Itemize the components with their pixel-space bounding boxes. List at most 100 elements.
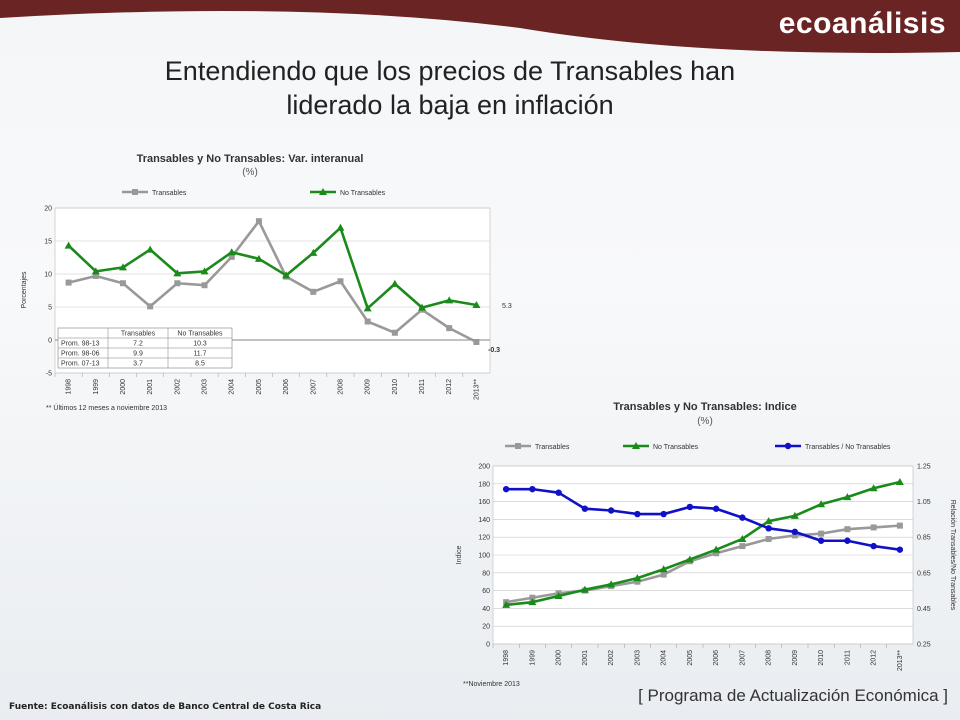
series-point-transables-no-transables bbox=[870, 542, 877, 550]
series-point-transables-no-transables bbox=[844, 537, 851, 544]
chart-indice: Transables y No Transables: Indice (%) T… bbox=[456, 401, 956, 688]
chart2-note: **Noviembre 2013 bbox=[463, 681, 520, 688]
y-tick-label: 5 bbox=[48, 305, 52, 312]
x-tick-label: 2002 bbox=[174, 379, 181, 395]
program-label: [ Programa de Actualización Económica ] bbox=[638, 686, 948, 705]
chart2-y-tick-labels: 0 20 40 60 80 100 120 140 160 180 200 bbox=[478, 464, 490, 649]
y-tick-label: 20 bbox=[44, 206, 52, 213]
banner-shape bbox=[0, 0, 960, 53]
chart2-y-axis-label: Indice bbox=[456, 546, 463, 565]
series-point-transables bbox=[844, 526, 851, 533]
series-point-no-transables bbox=[445, 296, 454, 304]
x-tick-label: 2003 bbox=[202, 379, 209, 395]
series-point-no-transables bbox=[418, 303, 427, 311]
series-point-no-transables bbox=[712, 545, 721, 553]
series-point-no-transables bbox=[227, 248, 236, 256]
table-cell-text: 3.7 bbox=[133, 361, 143, 368]
table-cell-text: 8.5 bbox=[195, 361, 205, 368]
series-point-transables-no-transables bbox=[896, 546, 904, 553]
series-point-transables bbox=[174, 280, 181, 287]
chart2-legend: Transables No Transables Transables / No T… bbox=[505, 442, 891, 451]
x-tick-label: 1999 bbox=[93, 379, 100, 395]
chart2-y2-tick-labels: 0.25 0.45 0.65 0.85 1.05 1.25 bbox=[917, 464, 931, 649]
series-point-no-transables bbox=[607, 580, 616, 588]
x-tick-label: 1998 bbox=[503, 650, 510, 666]
series-point-transables-no-transables bbox=[607, 507, 615, 514]
y-tick-label: 180 bbox=[478, 481, 490, 488]
x-tick-label: 1998 bbox=[66, 379, 73, 395]
series-point-no-transables bbox=[895, 478, 904, 486]
x-tick-label: 2011 bbox=[844, 650, 851, 665]
series-point-transables-no-transables bbox=[581, 505, 589, 512]
series-point-no-transables bbox=[502, 600, 511, 608]
table-cell-text: 11.7 bbox=[193, 351, 206, 358]
series-point-no-transables bbox=[659, 565, 668, 573]
series-point-transables bbox=[119, 280, 126, 287]
x-tick-label: 2005 bbox=[687, 650, 694, 666]
series-point-transables bbox=[65, 279, 72, 286]
series-point-transables bbox=[818, 530, 825, 537]
y-tick-label: 140 bbox=[478, 517, 490, 524]
x-tick-label: 2009 bbox=[792, 650, 799, 666]
x-tick-label: 1999 bbox=[529, 650, 536, 666]
series-point-no-transables bbox=[633, 574, 642, 582]
series-point-transables bbox=[870, 524, 877, 531]
series-point-no-transables bbox=[528, 598, 537, 606]
x-tick-label: 2001 bbox=[582, 650, 589, 666]
slide-title-line1: Entendiendo que los precios de Transable… bbox=[164, 56, 736, 86]
series-point-transables bbox=[713, 550, 720, 557]
x-tick-label: 2002 bbox=[608, 650, 615, 666]
x-tick-label: 2006 bbox=[713, 650, 720, 666]
series-point-no-transables bbox=[64, 241, 73, 249]
table-cell-text: Prom. 07-13 bbox=[61, 361, 100, 368]
x-tick-label: 2006 bbox=[283, 379, 290, 395]
chart1-legend: Transables No Transables bbox=[122, 188, 386, 197]
x-tick-label: 2010 bbox=[818, 650, 825, 666]
table-cell-text: 10.3 bbox=[193, 341, 207, 348]
chart1-x-tick-labels: 1998 1999 2000 2001 2002 2003 2004 2005 2006 2007… bbox=[66, 379, 481, 400]
x-tick-label: 2012 bbox=[871, 650, 878, 666]
series-point-transables-no-transables bbox=[686, 503, 694, 511]
series-point-transables-no-transables bbox=[712, 505, 720, 512]
table-cell bbox=[167, 357, 233, 369]
source-note: Fuente: Ecoanálisis con datos de Banco C… bbox=[9, 702, 322, 712]
table-header-text: Transables bbox=[121, 331, 156, 338]
series-point-no-transables bbox=[790, 511, 799, 519]
x-tick-label: 2010 bbox=[392, 379, 399, 395]
series-point-transables-no-transables bbox=[529, 485, 536, 493]
series-point-transables-no-transables bbox=[791, 528, 799, 536]
x-tick-label: 2007 bbox=[739, 650, 746, 666]
series-point-no-transables bbox=[869, 484, 878, 492]
legend-label-transables: Transables bbox=[535, 444, 570, 451]
x-tick-label: 2013** bbox=[473, 379, 480, 400]
series-point-transables bbox=[660, 571, 667, 578]
chart2-series bbox=[502, 478, 904, 608]
x-tick-label: 2003 bbox=[634, 650, 641, 666]
y-tick-label: -5 bbox=[46, 371, 52, 378]
x-tick-label: 2000 bbox=[556, 650, 563, 666]
x-tick-label: 2013** bbox=[897, 650, 904, 671]
series-line-no-transables bbox=[67, 226, 477, 310]
legend-marker-no-transables bbox=[632, 442, 640, 449]
y-tick-label: 100 bbox=[478, 553, 490, 560]
legend-label-transables: Transables bbox=[152, 190, 187, 197]
x-tick-label: 2005 bbox=[256, 379, 263, 395]
y2-tick-label: 0.65 bbox=[917, 570, 931, 577]
brand-logo: ecoanálisis bbox=[778, 7, 946, 40]
series-point-transables bbox=[765, 535, 772, 542]
x-tick-label: 2004 bbox=[229, 379, 236, 395]
series-point-no-transables bbox=[472, 301, 481, 309]
legend-marker-transables bbox=[132, 189, 138, 195]
y-tick-label: 10 bbox=[44, 272, 52, 279]
x-tick-label: 2008 bbox=[337, 379, 344, 395]
chart1-subtitle: (%) bbox=[242, 167, 258, 178]
series-point-transables bbox=[896, 522, 903, 529]
legend-marker-no-transables bbox=[319, 188, 327, 195]
series-point-no-transables bbox=[580, 585, 589, 593]
x-tick-label: 2000 bbox=[120, 379, 127, 395]
series-point-transables bbox=[791, 532, 798, 539]
series-point-transables-no-transables bbox=[555, 489, 562, 496]
series-line-transables-no-transables bbox=[506, 487, 901, 551]
y2-tick-label: 1.25 bbox=[917, 464, 931, 471]
series-point-no-transables bbox=[764, 517, 773, 525]
